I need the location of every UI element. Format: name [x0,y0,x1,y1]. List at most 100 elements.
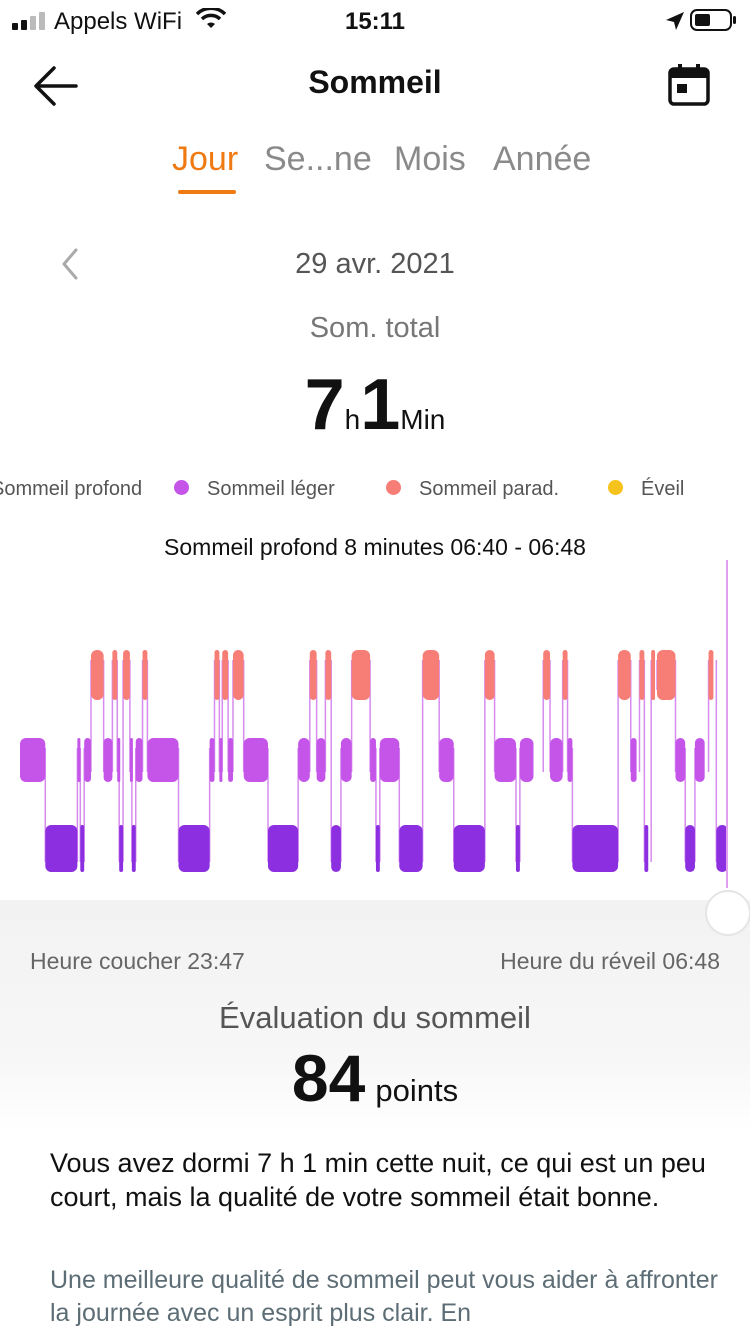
sleep-segment-bar[interactable] [147,738,179,782]
sleep-segment-bar[interactable] [20,738,46,782]
legend-dot-rem [386,480,401,496]
sleep-segment-bar[interactable] [675,738,686,782]
tab-day[interactable]: Jour [172,140,239,178]
sleep-segment-bar[interactable] [232,650,244,700]
stage-transition-line [484,660,486,862]
sleep-segment-bar[interactable] [45,825,78,872]
total-sleep-label: Som. total [309,312,441,344]
sleep-segment-bar[interactable] [375,825,380,872]
sleep-segment-bar[interactable] [129,738,133,782]
sleep-segment-bar[interactable] [519,738,534,782]
back-arrow-icon[interactable] [28,60,84,112]
stage-transition-line [218,660,221,772]
sleep-segment-bar[interactable] [399,825,423,872]
sleep-segment-bar[interactable] [515,825,520,872]
sleep-segment-bar[interactable] [351,650,371,700]
legend-label-light: Sommeil léger [207,478,335,500]
sleep-segment-bar[interactable] [309,650,317,700]
calendar-icon[interactable] [666,62,712,108]
stage-transition-line [141,660,144,772]
legend-item-awake: Éveil [608,478,684,501]
sleep-segment-bar[interactable] [80,825,85,872]
sleep-segment-bar[interactable] [209,738,215,782]
sleep-segment-bar[interactable] [219,738,223,782]
sleep-stage-chart[interactable] [0,560,750,900]
sleep-segment-bar[interactable] [243,738,268,782]
sleep-segment-bar[interactable] [117,738,121,782]
stage-transition-line [650,660,652,862]
stage-transition-line [134,748,137,862]
sleep-segment-bar[interactable] [222,650,229,700]
sleep-segment-bar[interactable] [131,825,136,872]
sleep-segment-bar[interactable] [567,738,573,782]
sleep-segment-bar[interactable] [298,738,310,782]
sleep-segment-bar[interactable] [562,650,568,700]
tab-year[interactable]: Année [493,140,592,178]
sleep-segment-bar[interactable] [90,650,104,700]
stage-transition-line [629,660,632,772]
sleep-segment-bar[interactable] [685,825,695,872]
sleep-segment-bar[interactable] [651,650,656,700]
stage-transition-line [297,748,299,862]
sleep-segment-bar[interactable] [572,825,619,872]
carrier-name: Appels WiFi [54,8,183,35]
sleep-segment-bar[interactable] [103,738,113,782]
stage-transition-line [324,660,327,772]
sleep-segment-bar[interactable] [708,650,714,700]
sleep-segment-bar[interactable] [316,738,326,782]
sleep-segment-bar[interactable] [484,650,495,700]
sleep-segment-bar[interactable] [84,738,91,782]
stage-transition-line [379,748,381,862]
sleep-segment-bar[interactable] [716,825,728,872]
sleep-segment-bar[interactable] [422,650,440,700]
stage-transition-line [129,660,131,772]
sleep-segment-bar[interactable] [439,738,454,782]
period-tabs: Jour Se...ne Mois Année [0,140,750,200]
sleep-segment-bar[interactable] [639,650,645,700]
sleep-segment-bar[interactable] [644,825,649,872]
battery-icon [690,9,736,31]
sleep-segment-bar[interactable] [142,650,148,700]
status-time: 15:11 [344,8,406,35]
stage-transition-line [79,748,82,862]
sleep-segment-bar[interactable] [370,738,376,782]
tab-month[interactable]: Mois [394,140,466,178]
sleep-segment-bar[interactable] [119,825,124,872]
sleep-segment-bar[interactable] [123,650,130,700]
sleep-segment-bar[interactable] [267,825,299,872]
sleep-segment-bar[interactable] [657,650,676,700]
sleep-segment-bar[interactable] [325,650,332,700]
evaluation-message: Vous avez dormi 7 h 1 min cette nuit, ce… [50,1148,706,1212]
sleep-segment-bar[interactable] [550,738,563,782]
stage-transition-line [232,660,234,772]
summary-sheet [0,900,750,1334]
sleep-segment-bar[interactable] [77,738,81,782]
bedtime: Heure coucher 23:47 [30,948,245,974]
sleep-segment-bar[interactable] [543,650,551,700]
stage-transition-line [421,660,424,862]
sleep-segment-bar[interactable] [630,738,637,782]
sleep-segment-bar[interactable] [112,650,118,700]
sleep-segment-bar[interactable] [694,738,705,782]
tab-week[interactable]: Se...ne [264,140,372,178]
stage-transition-line [707,660,710,772]
sleep-segment-bar[interactable] [379,738,400,782]
sleep-segment-bar[interactable] [178,825,210,872]
sleep-segment-bar[interactable] [228,738,233,782]
previous-day-chevron-icon[interactable] [54,244,86,284]
sleep-segment-bar[interactable] [331,825,341,872]
legend-label-awake: Éveil [641,478,685,500]
stage-transition-line [638,660,641,772]
sleep-segment-bar[interactable] [135,738,143,782]
chart-scrubber-handle[interactable] [705,890,750,936]
sleep-segment-bar[interactable] [618,650,631,700]
stage-transition-line [715,660,718,862]
sleep-segment-bar[interactable] [453,825,485,872]
status-bar: Appels WiFi 15:11 [0,0,750,44]
legend-dot-awake [608,480,623,496]
sleep-segment-bar[interactable] [494,738,516,782]
sleep-segment-bar[interactable] [214,650,220,700]
wake-time: Heure du réveil 06:48 [500,948,720,974]
stage-transition-line [146,660,149,772]
sleep-segment-bar[interactable] [340,738,352,782]
